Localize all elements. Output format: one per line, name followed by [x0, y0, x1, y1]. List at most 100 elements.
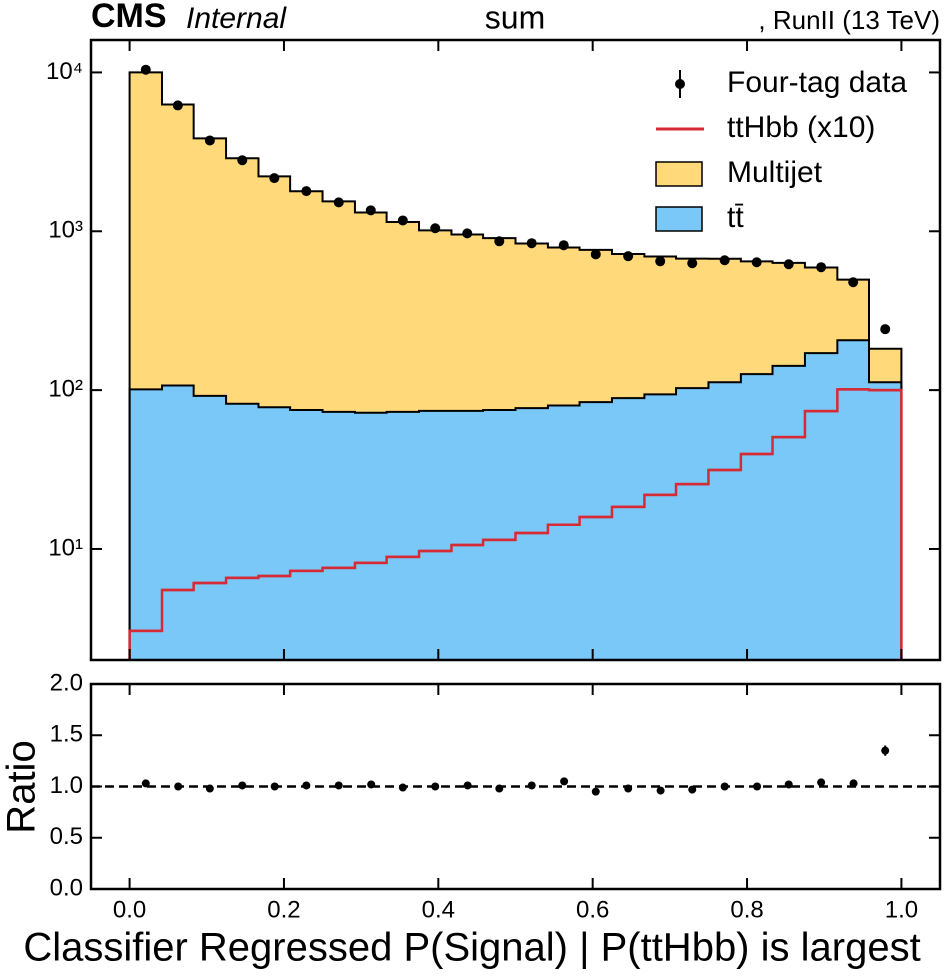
- x-tick-label: 0.2: [267, 896, 300, 923]
- stack-bar: [772, 262, 806, 366]
- stack-bar: [676, 258, 709, 389]
- y-tick-label: 10²: [48, 375, 83, 402]
- ratio-point: [238, 781, 247, 790]
- x-tick-label: 0.0: [113, 896, 146, 923]
- stack-bar: [579, 402, 613, 660]
- stack-bar: [740, 261, 774, 375]
- data-point: [237, 155, 248, 166]
- stack-bar: [708, 382, 742, 660]
- stack-bar: [515, 243, 549, 409]
- stack-bar: [322, 411, 356, 660]
- data-point: [687, 258, 698, 269]
- data-point: [623, 251, 634, 262]
- data-point: [783, 259, 794, 270]
- ratio-point: [527, 781, 536, 790]
- stack-bar: [611, 398, 645, 660]
- stack-bar: [226, 158, 259, 404]
- status-label: Internal: [186, 2, 287, 35]
- plot-frame: [89, 682, 942, 891]
- ratio-point: [431, 782, 440, 791]
- lumi-label: , RunII (13 TeV): [758, 5, 940, 35]
- data-point: [365, 205, 376, 216]
- stack-bar: [804, 267, 838, 354]
- ratio-point: [881, 746, 890, 755]
- stack-bar: [547, 247, 581, 406]
- y-tick-label: 0.0: [50, 874, 83, 901]
- stack-bar: [708, 258, 742, 383]
- x-tick-label: 0.4: [422, 896, 455, 923]
- stack-bar: [386, 411, 420, 660]
- stack-bar: [837, 340, 870, 660]
- stack-bar: [354, 212, 388, 413]
- stack-bar: [419, 410, 452, 660]
- stack-bar: [579, 249, 613, 403]
- ratio-point: [205, 784, 214, 793]
- ratio-point: [334, 781, 343, 790]
- legend-marker: [655, 161, 703, 187]
- stack-bar: [644, 394, 677, 660]
- data-point: [301, 186, 312, 197]
- stack-bar: [162, 385, 195, 660]
- stack-bar: [193, 395, 227, 660]
- ratio-point: [784, 780, 793, 789]
- ratio-point: [720, 782, 729, 791]
- ratio-point: [495, 784, 504, 793]
- legend-marker: [655, 206, 703, 232]
- ratio-point: [302, 781, 311, 790]
- stack-bar: [322, 201, 356, 412]
- ratio-point: [367, 780, 376, 789]
- stack-bar: [451, 410, 484, 660]
- data-point: [430, 223, 441, 234]
- stack-outline: [128, 71, 903, 660]
- data-point: [462, 228, 473, 239]
- stack-bar: [547, 405, 581, 660]
- stack-bar: [193, 138, 227, 396]
- chart-title: sum: [485, 0, 545, 35]
- data-point: [172, 100, 183, 111]
- x-tick-label: 1.0: [885, 896, 918, 923]
- legend-label: tt̄: [727, 201, 744, 234]
- ratio-point: [591, 787, 600, 796]
- data-point: [269, 173, 280, 184]
- data-point: [558, 240, 569, 251]
- data-point: [494, 236, 505, 247]
- y-tick-label: 1.5: [50, 721, 83, 748]
- stack-bar: [837, 279, 870, 341]
- y-tick-label: 10¹: [48, 534, 83, 561]
- stack-bar: [740, 374, 774, 660]
- y-tick-label: 0.5: [50, 823, 83, 850]
- ratio-point: [560, 777, 569, 786]
- ratio-point: [270, 782, 279, 791]
- stack-bar: [868, 348, 902, 383]
- stack-bar: [386, 222, 420, 412]
- data-point: [526, 238, 537, 249]
- experiment-label: CMS: [91, 0, 167, 35]
- data-point: [719, 255, 730, 266]
- stack-bar: [676, 388, 709, 660]
- stack-bar: [129, 389, 163, 660]
- y-axis-label: Ratio: [0, 740, 44, 833]
- x-tick-label: 0.8: [730, 896, 763, 923]
- data-point: [751, 257, 762, 268]
- stack-bar: [354, 412, 388, 660]
- x-axis-label: Classifier Regressed P(Signal) | P(ttHbb…: [23, 926, 920, 970]
- legend-marker: [675, 79, 685, 89]
- stack-bar: [644, 256, 677, 395]
- stack-bar: [772, 365, 806, 660]
- stack-bar: [611, 254, 645, 399]
- plot-frame: [89, 38, 942, 662]
- legend-label: Four-tag data: [727, 66, 907, 99]
- ratio-point: [688, 785, 697, 794]
- stack-bar: [226, 403, 259, 660]
- stack-bar: [162, 104, 195, 386]
- stack-bar: [258, 407, 291, 660]
- stack-bar: [290, 191, 324, 410]
- ratio-point: [463, 781, 472, 790]
- x-tick-label: 0.6: [576, 896, 609, 923]
- stack-bar: [804, 353, 838, 660]
- stack-bar: [258, 176, 291, 408]
- stack-bar: [483, 238, 516, 410]
- stack-bar: [868, 382, 902, 660]
